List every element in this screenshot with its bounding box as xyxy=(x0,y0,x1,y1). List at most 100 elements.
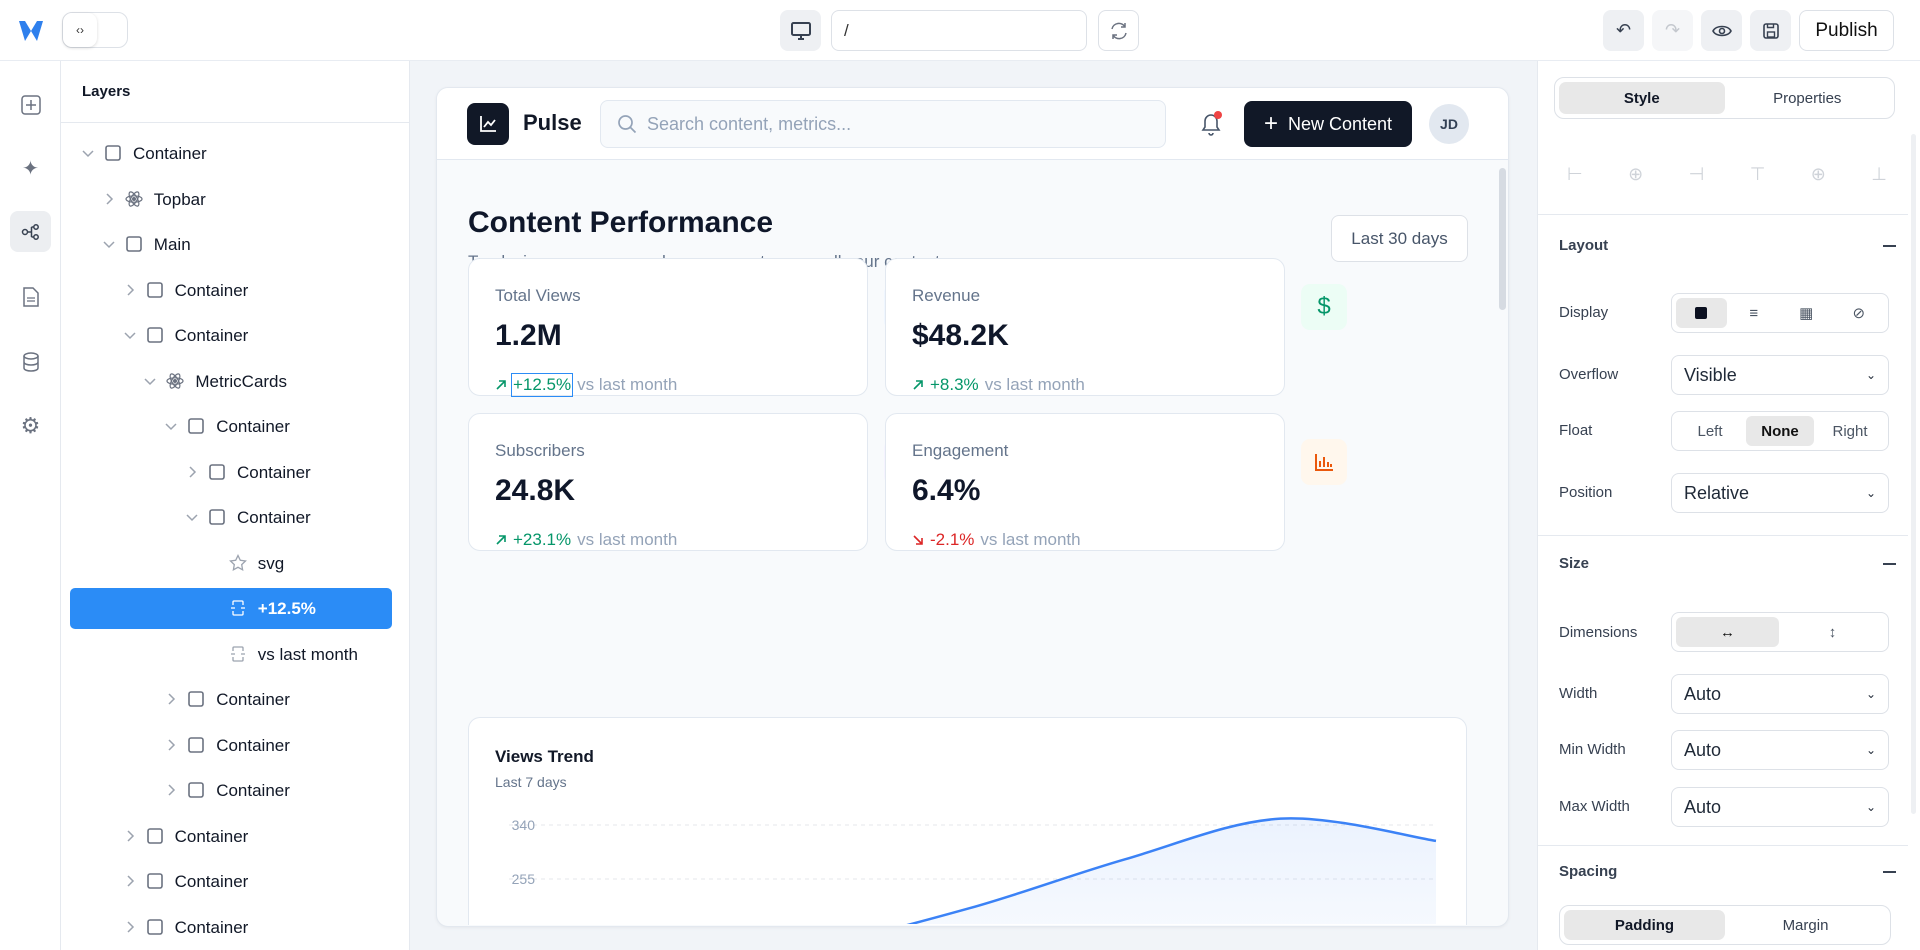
layer-item[interactable]: Container xyxy=(70,133,392,174)
align-right-icon[interactable]: ⊣ xyxy=(1688,164,1705,184)
alignment-toolbar: ⊢ ⊕ ⊣ ⊤ ⊕ ⊥ xyxy=(1567,164,1887,185)
layer-item[interactable]: Container xyxy=(70,861,392,902)
layer-item[interactable]: svg xyxy=(70,543,392,584)
chevron-right-icon[interactable] xyxy=(122,282,138,298)
metric-label: Total Views xyxy=(495,286,581,305)
layer-item[interactable]: vs last month xyxy=(70,634,392,675)
display-flex-icon[interactable]: ≡ xyxy=(1749,304,1759,322)
chevron-right-icon[interactable] xyxy=(122,919,138,935)
float-left[interactable]: Left xyxy=(1697,422,1723,440)
chevron-down-icon[interactable] xyxy=(122,327,138,343)
layer-item[interactable]: Container xyxy=(70,725,392,766)
align-center-v-icon[interactable]: ⊕ xyxy=(1810,164,1826,184)
chevron-down-icon[interactable] xyxy=(80,145,96,161)
publish-button[interactable]: Publish xyxy=(1799,10,1894,51)
avatar[interactable]: JD xyxy=(1429,104,1469,144)
display-none-icon[interactable]: ⊘ xyxy=(1852,305,1866,322)
tab-style[interactable]: Style xyxy=(1559,82,1725,114)
date-range-button[interactable]: Last 30 days xyxy=(1331,215,1468,262)
max-width-label: Max Width xyxy=(1559,798,1630,815)
url-input[interactable]: / xyxy=(831,10,1087,51)
metric-value: 1.2M xyxy=(495,319,562,352)
layer-item[interactable]: +12.5% xyxy=(70,588,392,629)
align-center-h-icon[interactable]: ⊕ xyxy=(1628,164,1644,184)
layer-label: Container xyxy=(237,508,311,527)
tab-properties[interactable]: Properties xyxy=(1773,89,1842,107)
layer-item[interactable]: Container xyxy=(70,770,392,811)
vertical-arrows-icon[interactable]: ↕ xyxy=(1828,623,1837,641)
layer-item[interactable]: Container xyxy=(70,497,392,538)
chevron-right-icon[interactable] xyxy=(101,191,117,207)
overflow-select[interactable]: Visible ⌄ xyxy=(1671,355,1889,395)
layer-item[interactable]: MetricCards xyxy=(70,361,392,402)
frame-scrollbar[interactable] xyxy=(1499,168,1506,310)
rail-settings-button[interactable]: ⚙ xyxy=(10,405,51,446)
layer-item[interactable]: Container xyxy=(70,406,392,447)
new-content-button[interactable]: + New Content xyxy=(1244,101,1412,147)
width-select[interactable]: Auto ⌄ xyxy=(1671,674,1889,714)
box-icon xyxy=(146,327,163,343)
collapse-layout-icon[interactable] xyxy=(1883,245,1896,247)
chevron-right-icon[interactable] xyxy=(163,782,179,798)
align-top-icon[interactable]: ⊤ xyxy=(1749,164,1766,184)
layer-label: Container xyxy=(174,326,249,345)
code-view-toggle[interactable]: ‹› xyxy=(62,12,128,48)
chevron-right-icon[interactable] xyxy=(122,828,138,844)
layer-item[interactable]: Container xyxy=(70,270,392,311)
search-icon xyxy=(618,115,637,134)
rail-pages-button[interactable] xyxy=(10,276,51,317)
chevron-down-icon: ⌄ xyxy=(1865,743,1876,757)
metric-change-suffix: vs last month xyxy=(980,530,1081,549)
settings-icon: ⚙ xyxy=(20,412,41,438)
rail-ai-button[interactable]: ✦ xyxy=(10,148,51,189)
rail-data-button[interactable] xyxy=(10,341,51,382)
float-right[interactable]: Right xyxy=(1832,422,1868,440)
chevron-right-icon[interactable] xyxy=(163,691,179,707)
chevron-down-icon[interactable] xyxy=(184,509,200,525)
position-select[interactable]: Relative ⌄ xyxy=(1671,473,1889,513)
layer-item[interactable]: Main xyxy=(70,224,392,265)
horizontal-arrows-icon[interactable]: ↔ xyxy=(1676,617,1779,647)
panel-scrollbar[interactable] xyxy=(1911,134,1916,814)
desktop-view-button[interactable] xyxy=(780,10,821,51)
preview-button[interactable] xyxy=(1701,10,1742,51)
chevron-down-icon[interactable] xyxy=(163,418,179,434)
layer-label: Container xyxy=(216,781,290,800)
align-left-icon[interactable]: ⊢ xyxy=(1567,164,1583,184)
search-input[interactable]: Search content, metrics... xyxy=(600,100,1166,148)
tab-padding[interactable]: Padding xyxy=(1564,910,1725,940)
align-bottom-icon[interactable]: ⊥ xyxy=(1871,164,1887,184)
display-grid-icon[interactable]: ▦ xyxy=(1799,305,1814,322)
refresh-button[interactable] xyxy=(1098,10,1139,51)
display-block-icon[interactable] xyxy=(1676,298,1727,328)
collapse-spacing-icon[interactable] xyxy=(1883,871,1896,873)
panel-tabs: Style Properties xyxy=(1554,77,1895,119)
max-width-select[interactable]: Auto ⌄ xyxy=(1671,787,1889,827)
rail-layers-button[interactable] xyxy=(10,211,51,252)
rail-add-button[interactable] xyxy=(10,84,51,125)
layer-item[interactable]: Container xyxy=(70,452,392,493)
layer-item[interactable]: Container xyxy=(70,907,392,948)
collapse-size-icon[interactable] xyxy=(1883,563,1896,565)
undo-button[interactable]: ↶ xyxy=(1603,10,1644,51)
layer-item[interactable]: Container xyxy=(70,679,392,720)
chevron-down-icon[interactable] xyxy=(101,236,117,252)
text-element-icon xyxy=(230,600,245,616)
layer-label: vs last month xyxy=(257,644,358,664)
notifications-button[interactable] xyxy=(1197,110,1225,138)
layer-item[interactable]: Topbar xyxy=(70,179,392,220)
min-width-select[interactable]: Auto ⌄ xyxy=(1671,730,1889,770)
chevron-right-icon[interactable] xyxy=(122,873,138,889)
redo-button[interactable]: ↷ xyxy=(1652,10,1693,51)
chevron-right-icon[interactable] xyxy=(163,737,179,753)
tab-margin[interactable]: Margin xyxy=(1782,916,1829,934)
float-none[interactable]: None xyxy=(1746,416,1814,446)
box-icon xyxy=(125,236,142,252)
save-button[interactable] xyxy=(1750,10,1791,51)
chevron-right-icon[interactable] xyxy=(184,464,200,480)
layer-item[interactable]: Container xyxy=(70,816,392,857)
chevron-down-icon[interactable] xyxy=(142,373,158,389)
layer-item[interactable]: Container xyxy=(70,315,392,356)
bell-icon xyxy=(1201,111,1222,136)
search-placeholder: Search content, metrics... xyxy=(647,113,852,134)
